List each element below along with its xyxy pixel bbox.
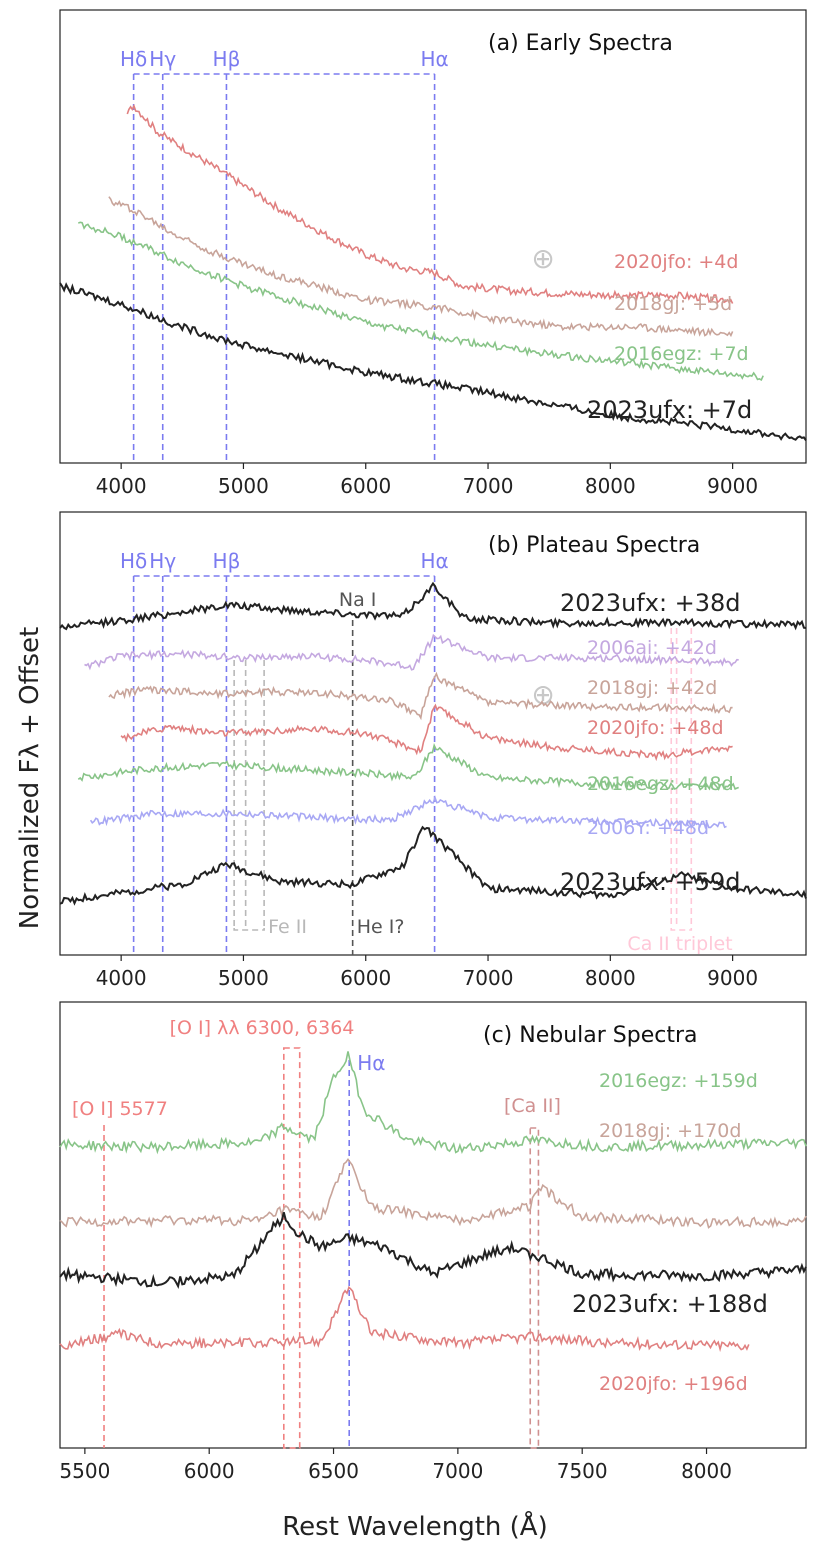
x-tick-label: 6000: [340, 474, 391, 498]
x-tick-label: 9000: [707, 474, 758, 498]
series-line-2018gj: [59, 1158, 807, 1229]
series-line-2006ai: [84, 633, 739, 671]
line-marker-label: Hγ: [149, 549, 176, 573]
x-tick-label: 4000: [96, 966, 147, 990]
x-axis-label: Rest Wavelength (Å): [282, 1510, 547, 1542]
y-axis-label: Normalized Fλ + Offset: [15, 627, 45, 929]
x-tick-label: 8000: [681, 1459, 732, 1483]
series-line-2016egz: [59, 1051, 807, 1155]
series-line-2023ufx: [59, 1212, 807, 1290]
x-tick-label: 5500: [59, 1459, 110, 1483]
panel-frame: [59, 511, 807, 956]
series-label-2023ufx: 2023ufx: +59d: [560, 868, 741, 896]
line-marker-label: [O I] λλ 6300, 6364: [170, 1017, 355, 1039]
series-label-2016egz: 2016egz: +48d: [587, 773, 734, 795]
series-line-2018gj: [108, 671, 733, 721]
x-tick-label: 8000: [585, 966, 636, 990]
series-label-2016egz: 2016egz: +7d: [614, 343, 749, 365]
panel-b: 4000 5000 6000 7000 8000 9000 (b) Plateau Spec…: [59, 511, 807, 990]
oi-doublet-marker: [282, 1047, 301, 1449]
series-label-2023ufx: 2023ufx: +188d: [572, 1290, 768, 1318]
panel-title: (c) Nebular Spectra: [483, 1023, 698, 1048]
series-label-2020jfo: 2020jfo: +48d: [587, 717, 724, 739]
ca-ii-marker: [529, 1127, 540, 1449]
line-marker-label: Hα: [420, 47, 448, 71]
series-label-2018gj: 2018gj: +5d: [614, 293, 732, 315]
panel-title: (a) Early Spectra: [488, 31, 673, 56]
line-marker-label: Na I: [339, 589, 377, 611]
panel-title: (b) Plateau Spectra: [488, 533, 700, 558]
series-line-2020jfo: [59, 1285, 750, 1353]
x-tick-label: 6500: [308, 1459, 359, 1483]
line-marker-label: Hγ: [149, 47, 176, 71]
ca-ii-triplet-bracket: [670, 928, 693, 931]
line-marker-label: Hβ: [213, 47, 241, 71]
x-tick-label: 5000: [218, 474, 269, 498]
series-line-2016egz: [77, 743, 739, 792]
x-tick-label: 6000: [184, 1459, 235, 1483]
series-label-2020jfo: 2020jfo: +196d: [599, 1373, 748, 1395]
x-tick-label: 7000: [463, 966, 514, 990]
x-tick-label: 9000: [707, 966, 758, 990]
series-label-2020jfo: 2020jfo: +4d: [614, 251, 738, 273]
x-tick-label: 4000: [96, 474, 147, 498]
series-line-2006Y: [89, 794, 727, 830]
series-label-2006ai: 2006ai: +42d: [587, 637, 717, 659]
series-line-2023ufx: [59, 581, 807, 631]
series-label-2006Y: 2006Y: +48d: [587, 817, 709, 839]
line-marker-label: [O I] 5577: [72, 1098, 168, 1120]
series-line-2018gj: [108, 196, 734, 338]
panel-a: 4000 5000 6000 7000 8000 9000 (a) Early Spectr…: [59, 9, 807, 498]
series-label-2023ufx: 2023ufx: +7d: [587, 396, 752, 424]
line-marker-label: Hδ: [120, 47, 147, 71]
line-marker-label: Hβ: [213, 549, 241, 573]
x-tick-label: 7000: [432, 1459, 483, 1483]
panel-frame: [59, 9, 807, 464]
series-line-2023ufx: [59, 825, 807, 906]
telluric-icon: ⊕: [531, 242, 554, 275]
x-tick-label: 5000: [218, 966, 269, 990]
series-line-2016egz: [77, 221, 764, 382]
x-tick-label: 8000: [585, 474, 636, 498]
panel-frame: [59, 1001, 807, 1449]
x-tick-label: 7000: [463, 474, 514, 498]
panel-c: 5500 6000 6500 7000 7500 8000 (c) Nebular Spec…: [59, 1001, 807, 1483]
line-marker-label: He I?: [357, 916, 405, 938]
line-marker-label: Fe II: [268, 916, 307, 938]
line-marker-label: Hδ: [120, 549, 147, 573]
fe-ii-bracket: [233, 928, 265, 931]
line-marker-label: Hα: [357, 1051, 385, 1075]
series-label-2018gj: 2018gj: +42d: [587, 677, 717, 699]
series-line-2020jfo: [126, 103, 734, 305]
line-marker-label: Hα: [420, 549, 448, 573]
line-marker-label: Ca II triplet: [627, 933, 732, 955]
series-label-2016egz: 2016egz: +159d: [599, 1070, 758, 1092]
x-tick-label: 7500: [557, 1459, 608, 1483]
series-line-2023ufx: [59, 282, 807, 441]
line-marker-label: [Ca II]: [504, 1095, 561, 1117]
series-line-2020jfo: [120, 703, 733, 762]
series-label-2023ufx: 2023ufx: +38d: [560, 589, 741, 617]
series-label-2018gj: 2018gj: +170d: [599, 1120, 741, 1142]
x-tick-label: 6000: [340, 966, 391, 990]
